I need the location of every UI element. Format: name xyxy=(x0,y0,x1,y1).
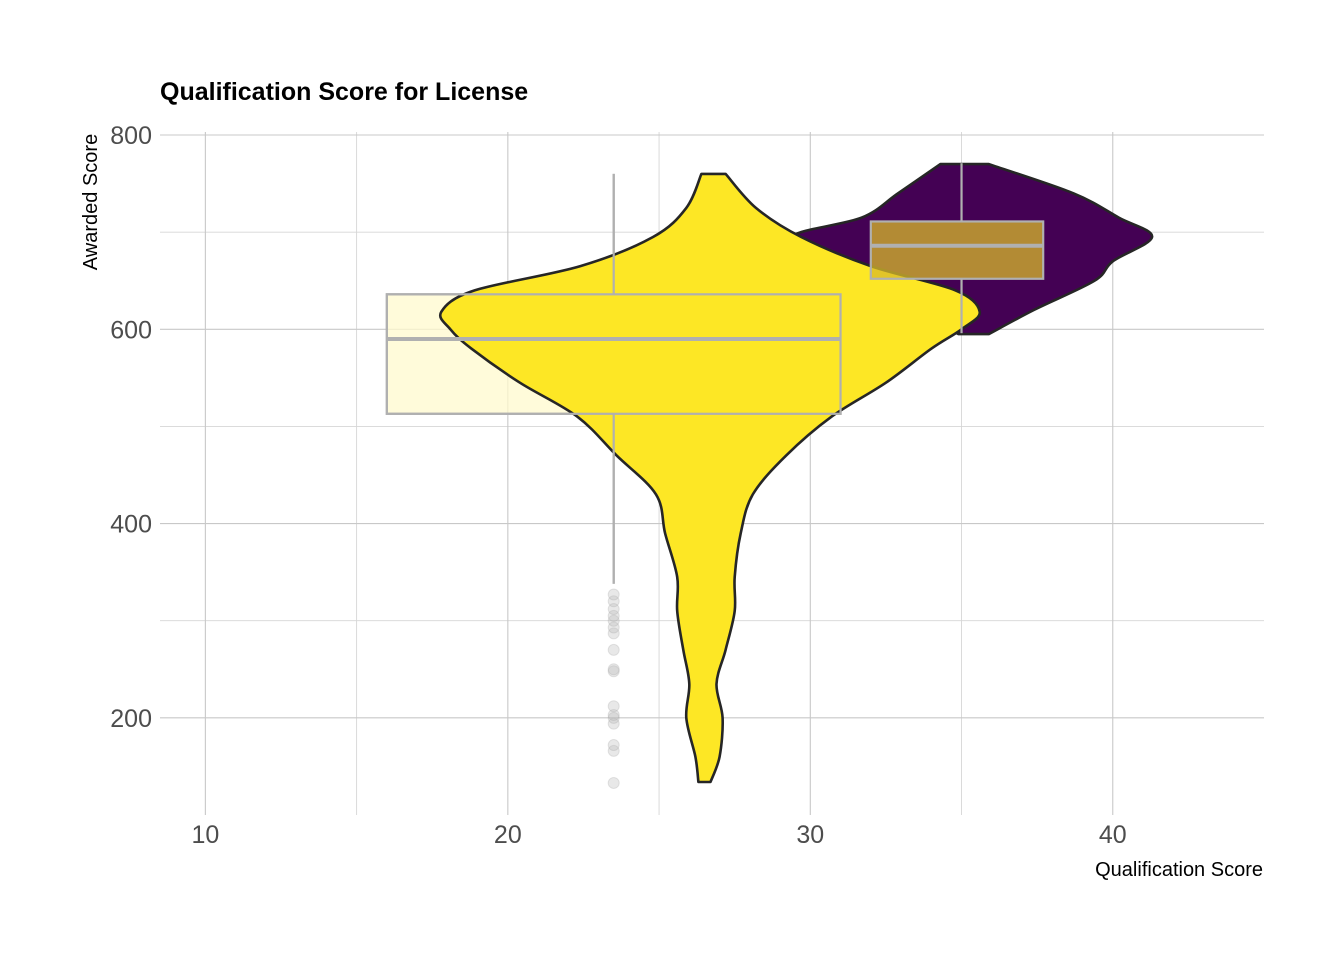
outlier-point xyxy=(607,744,620,757)
x-tick-label: 20 xyxy=(494,821,522,849)
y-tick-label: 600 xyxy=(110,316,152,344)
x-tick-label: 40 xyxy=(1099,821,1127,849)
violin-layer xyxy=(439,162,1154,784)
x-axis-title: Qualification Score xyxy=(1095,859,1263,881)
y-tick-label: 400 xyxy=(110,511,152,539)
y-tick-label: 800 xyxy=(110,122,152,150)
tick-labels: 10 20 30 40 200 400 600 800 xyxy=(110,122,1126,849)
x-tick-label: 30 xyxy=(796,821,824,849)
boxplot-purple xyxy=(869,163,1045,334)
boxplot-layer-over xyxy=(385,163,1045,584)
outlier-point xyxy=(607,700,620,713)
outlier-point xyxy=(607,776,620,789)
outlier-point xyxy=(607,588,620,601)
box-iqr xyxy=(869,220,1045,280)
outlier-point xyxy=(607,614,620,627)
outlier-point xyxy=(607,711,620,724)
outlier-point xyxy=(607,595,620,608)
outlier-point xyxy=(607,603,620,616)
outlier-point xyxy=(607,627,620,640)
y-axis-title: Awarded Score xyxy=(80,134,102,270)
outlier-point xyxy=(607,609,620,622)
outlier-point xyxy=(607,643,620,656)
violin-yellow xyxy=(439,172,981,784)
outlier-point xyxy=(607,708,620,721)
outlier-point xyxy=(607,717,620,730)
outlier-point xyxy=(607,739,620,752)
outlier-point xyxy=(607,665,620,678)
outlier-layer xyxy=(607,588,620,789)
outlier-point xyxy=(607,663,620,676)
x-tick-label: 10 xyxy=(191,821,219,849)
box-iqr-outline xyxy=(385,293,842,415)
y-tick-label: 200 xyxy=(110,705,152,733)
chart-title: Qualification Score for License xyxy=(160,78,528,106)
outlier-point xyxy=(607,621,620,634)
boxplot-overlay-yellow xyxy=(385,173,842,584)
